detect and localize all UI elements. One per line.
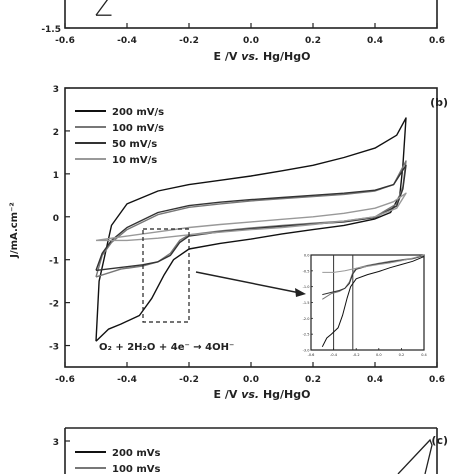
panel-b-y-tick-label: -2: [49, 300, 59, 310]
panel-b-zoom-box: [142, 228, 190, 323]
panel-b-legend: 200 mV/s 100 mV/s 50 mV/s 10 mV/s: [75, 107, 164, 166]
panel-b-y-tick-label: 3: [53, 85, 59, 95]
panel-a-x-tick-label: 0.4: [367, 36, 383, 46]
panel-b-inset-y-tick-label: -3.0: [303, 349, 310, 353]
panel-c-label: (c): [431, 434, 448, 447]
panel-b-x-tick-label: 0.6: [429, 375, 445, 385]
panel-a-axes: -0.6 -0.4 -0.2 0.0 0.2 0.4 0.6 -1.5: [41, 0, 445, 46]
panel-b-series-line: [95, 192, 407, 242]
panel-c-series-line: [397, 438, 433, 474]
panel-b-y-tick-label: 1: [53, 171, 59, 181]
panel-b-inset-y-tick-label: 0.0: [304, 254, 310, 258]
panel-b-legend-label: 200 mV/s: [112, 107, 164, 118]
panel-b-x-tick-label: 0.0: [243, 375, 259, 385]
panel-c-legend-label: 100 mVs: [112, 464, 161, 474]
panel-a-series-line: [95, 0, 109, 16]
panel-b-legend-label: 100 mV/s: [112, 123, 164, 134]
panel-b-y-tick-label: 2: [53, 128, 59, 138]
panel-b: -0.6 -0.4 -0.2 0.0 0.2 0.4 0.6 3 2 1 0 -1 -2 -3 200 m…: [9, 85, 448, 401]
panel-b-inset-y-tick-label: -0.5: [303, 269, 310, 273]
panel-b-y-tick-label: -1: [49, 257, 59, 267]
panel-b-inset-series-line: [322, 254, 425, 273]
panel-b-y-tick-label: 0: [53, 214, 59, 224]
panel-b-inset-x-tick-label: -0.2: [353, 353, 360, 357]
panel-a-y-tick-label: -1.5: [41, 25, 61, 35]
panel-b-x-tick-label: 0.2: [305, 375, 321, 385]
panel-b-x-tick-label: -0.6: [55, 375, 75, 385]
panel-c-axes: 3: [53, 427, 438, 474]
panel-a-x-tick-label: 0.2: [305, 36, 321, 46]
panel-a-x-tick-label: -0.4: [117, 36, 137, 46]
panel-b-y-tick-label: -3: [49, 343, 59, 353]
panel-a-x-axis-label: E /V vs. Hg/HgO: [214, 50, 311, 63]
panel-b-x-tick-label: 0.4: [367, 375, 383, 385]
panel-b-axes: -0.6 -0.4 -0.2 0.0 0.2 0.4 0.6 3 2 1 0 -1 -2 -3: [49, 85, 445, 385]
panel-b-inset-y-tick-label: -1.5: [303, 301, 310, 305]
panel-b-inset-x-tick-label: -0.6: [308, 353, 315, 357]
panel-c-y-tick-label: 3: [53, 438, 59, 448]
panel-b-y-axis-label: J/mA.cm⁻²: [9, 202, 20, 259]
panel-b-series-line: [95, 164, 407, 272]
panel-b-inset-x-tick-label: -0.4: [330, 353, 338, 357]
panel-a-plot: [95, 0, 112, 16]
panel-b-inset-frame: [310, 254, 425, 351]
panel-b-x-tick-label: -0.4: [117, 375, 137, 385]
panel-b-plot: [95, 117, 407, 342]
panel-a: -0.6 -0.4 -0.2 0.0 0.2 0.4 0.6 -1.5 E /V vs. Hg…: [41, 0, 445, 63]
panel-b-inset-y-tick-label: -2.0: [303, 317, 310, 321]
panel-b-x-tick-label: -0.2: [179, 375, 199, 385]
panel-c: 3 200 mVs 100 mVs (c): [53, 427, 448, 474]
panel-c-plot: [397, 438, 433, 474]
panel-b-inset-x-tick-label: 0.0: [376, 353, 382, 357]
panel-b-legend-label: 50 mV/s: [112, 139, 157, 150]
panel-b-label: (b): [430, 96, 448, 109]
panel-b-zoom-region: [142, 228, 306, 323]
panel-a-x-tick-label: -0.6: [55, 36, 75, 46]
panel-b-inset-series-line: [321, 256, 425, 348]
panel-b-reaction-annotation: O₂ + 2H₂O + 4e⁻ → 4OH⁻: [99, 342, 234, 353]
panel-c-legend-label: 200 mVs: [112, 448, 161, 459]
panel-a-x-tick-label: -0.2: [179, 36, 199, 46]
panel-b-legend-label: 10 mV/s: [112, 155, 157, 166]
panel-a-x-tick-label: 0.6: [429, 36, 445, 46]
panel-b-x-axis-label: E /V vs. Hg/HgO: [214, 388, 311, 401]
panel-b-inset-x-tick-label: 0.4: [421, 353, 427, 357]
panel-b-inset-x-tick-label: 0.2: [399, 353, 405, 357]
panel-b-zoom-arrow-head: [295, 288, 306, 297]
panel-b-inset-y-tick-label: -2.5: [303, 333, 310, 337]
panel-b-inset-y-tick-label: -1.0: [303, 285, 310, 289]
panel-b-inset: -0.6 -0.4 -0.2 0.0 0.2 0.4 0.0 -0.5 -1.0 -1.5 -2.0…: [303, 254, 428, 358]
panel-c-legend: 200 mVs 100 mVs: [75, 448, 161, 474]
panel-a-x-tick-label: 0.0: [243, 36, 259, 46]
panel-b-zoom-arrow-line: [195, 271, 301, 294]
